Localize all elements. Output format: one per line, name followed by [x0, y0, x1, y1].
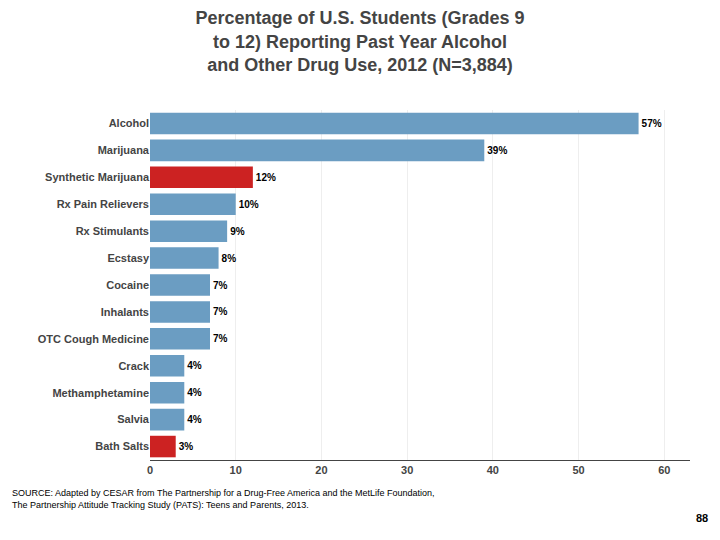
svg-text:4%: 4% [187, 387, 202, 398]
svg-text:0: 0 [147, 464, 153, 476]
svg-text:Rx Pain Relievers: Rx Pain Relievers [57, 198, 149, 210]
svg-text:OTC Cough Medicine: OTC Cough Medicine [38, 333, 149, 345]
svg-text:Salvia: Salvia [117, 413, 150, 425]
svg-text:Ecstasy: Ecstasy [107, 252, 149, 264]
svg-text:88: 88 [696, 512, 708, 524]
svg-text:Cocaine: Cocaine [106, 279, 149, 291]
svg-text:Inhalants: Inhalants [101, 306, 149, 318]
svg-text:4%: 4% [187, 414, 202, 425]
svg-text:Alcohol: Alcohol [109, 117, 149, 129]
svg-text:Bath Salts: Bath Salts [95, 440, 149, 452]
svg-text:Marijuana: Marijuana [98, 144, 150, 156]
svg-text:12%: 12% [256, 172, 276, 183]
svg-text:60: 60 [658, 464, 670, 476]
svg-text:39%: 39% [487, 145, 507, 156]
svg-text:7%: 7% [213, 280, 228, 291]
svg-text:Crack: Crack [118, 360, 149, 372]
svg-text:SOURCE: Adapted by CESAR from: SOURCE: Adapted by CESAR from The Partne… [12, 488, 435, 510]
svg-text:30: 30 [401, 464, 413, 476]
svg-text:7%: 7% [213, 333, 228, 344]
svg-text:4%: 4% [187, 360, 202, 371]
svg-text:7%: 7% [213, 306, 228, 317]
svg-text:9%: 9% [230, 226, 245, 237]
svg-text:Methamphetamine: Methamphetamine [52, 387, 149, 399]
svg-text:8%: 8% [222, 253, 237, 264]
svg-text:10%: 10% [239, 199, 259, 210]
svg-text:10: 10 [230, 464, 242, 476]
svg-text:Percentage of U.S. Students (G: Percentage of U.S. Students (Grades 9to … [195, 8, 524, 75]
svg-text:20: 20 [315, 464, 327, 476]
svg-text:3%: 3% [179, 441, 194, 452]
svg-text:40: 40 [487, 464, 499, 476]
svg-text:Rx Stimulants: Rx Stimulants [76, 225, 149, 237]
svg-text:Synthetic Marijuana: Synthetic Marijuana [45, 171, 150, 183]
svg-text:57%: 57% [642, 118, 662, 129]
svg-text:50: 50 [572, 464, 584, 476]
